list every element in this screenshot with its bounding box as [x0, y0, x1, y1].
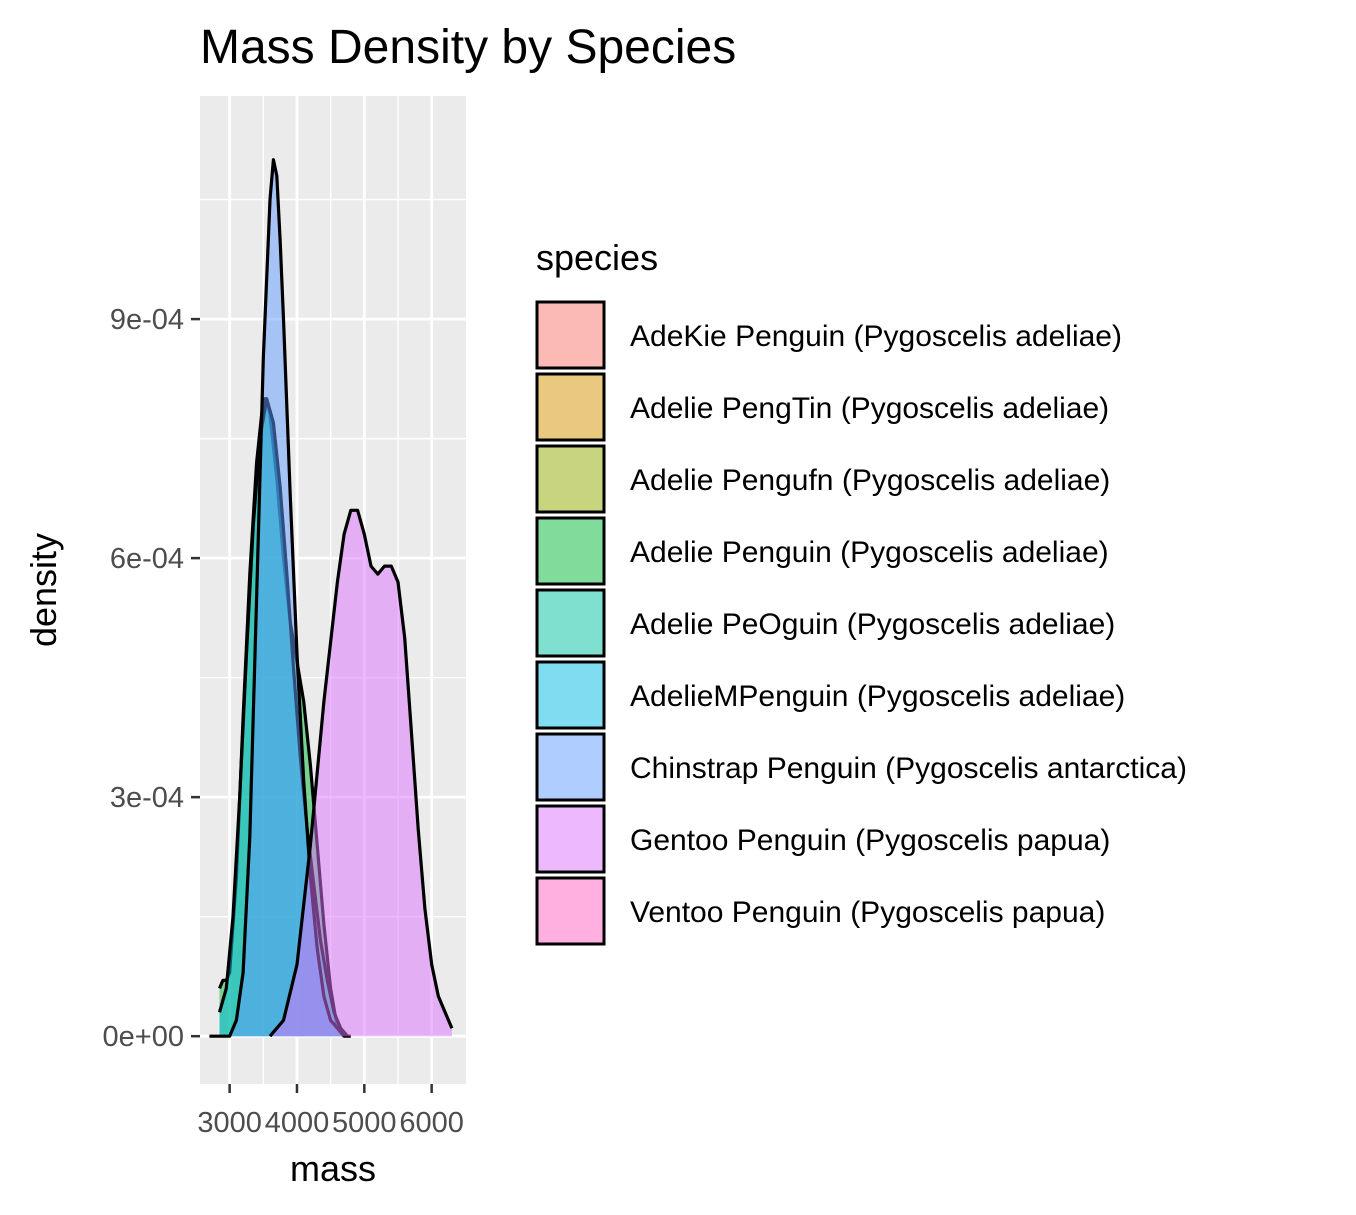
density-area-chinstrap-penguin	[209, 159, 351, 1037]
density-area-gentoo-penguin	[270, 510, 452, 1037]
legend-label: AdeKie Penguin (Pygoscelis adeliae)	[630, 320, 1122, 353]
legend-label: Adelie Pengufn (Pygoscelis adeliae)	[630, 464, 1110, 497]
legend-label: Adelie Penguin (Pygoscelis adeliae)	[630, 536, 1109, 569]
legend-swatch	[535, 660, 606, 730]
chart-title: Mass Density by Species	[200, 21, 736, 74]
x-tick-label: 3000	[197, 1107, 262, 1139]
legend-label: Gentoo Penguin (Pygoscelis papua)	[630, 824, 1110, 857]
legend-label: Adelie PengTin (Pygoscelis adeliae)	[630, 392, 1109, 425]
x-axis: 3000 4000 5000 6000	[197, 1084, 464, 1139]
legend-swatch	[535, 732, 606, 802]
density-line-gentoo-penguin	[268, 508, 454, 1038]
legend-label: Adelie PeOguin (Pygoscelis adeliae)	[630, 608, 1115, 641]
legend-item: Adelie Penguin (Pygoscelis adeliae)	[535, 516, 1109, 586]
x-tick-label: 4000	[265, 1107, 330, 1139]
legend: species AdeKie Penguin (Pygoscelis adeli…	[535, 237, 1187, 946]
legend-label: Chinstrap Penguin (Pygoscelis antarctica…	[630, 752, 1187, 785]
legend-item: Gentoo Penguin (Pygoscelis papua)	[535, 804, 1110, 874]
legend-label: AdelieMPenguin (Pygoscelis adeliae)	[630, 680, 1125, 713]
y-tick-label: 6e-04	[110, 543, 184, 575]
legend-item: Chinstrap Penguin (Pygoscelis antarctica…	[535, 732, 1187, 802]
y-tick-label: 9e-04	[110, 304, 184, 336]
y-tick-label: 0e+00	[103, 1021, 184, 1053]
x-tick-label: 6000	[399, 1107, 464, 1139]
legend-item: Adelie PengTin (Pygoscelis adeliae)	[535, 372, 1109, 442]
legend-swatch	[535, 588, 606, 658]
y-axis-title: density	[23, 533, 64, 647]
legend-swatch	[535, 444, 606, 514]
legend-item: Adelie Pengufn (Pygoscelis adeliae)	[535, 444, 1110, 514]
legend-swatch	[535, 516, 606, 586]
x-axis-title: mass	[290, 1148, 376, 1189]
legend-swatch	[535, 804, 606, 874]
legend-swatch	[535, 300, 606, 370]
legend-swatch	[535, 876, 606, 946]
legend-item: Ventoo Penguin (Pygoscelis papua)	[535, 876, 1105, 946]
legend-title: species	[536, 237, 658, 278]
legend-item: Adelie PeOguin (Pygoscelis adeliae)	[535, 588, 1115, 658]
legend-item: AdelieMPenguin (Pygoscelis adeliae)	[535, 660, 1125, 730]
legend-label: Ventoo Penguin (Pygoscelis papua)	[630, 896, 1105, 929]
legend-item: AdeKie Penguin (Pygoscelis adeliae)	[535, 300, 1122, 370]
y-axis: 0e+00 3e-04 6e-04 9e-04	[103, 304, 200, 1053]
density-areas	[209, 158, 454, 1038]
y-tick-label: 3e-04	[110, 782, 184, 814]
x-tick-label: 5000	[332, 1107, 397, 1139]
legend-swatch	[535, 372, 606, 442]
